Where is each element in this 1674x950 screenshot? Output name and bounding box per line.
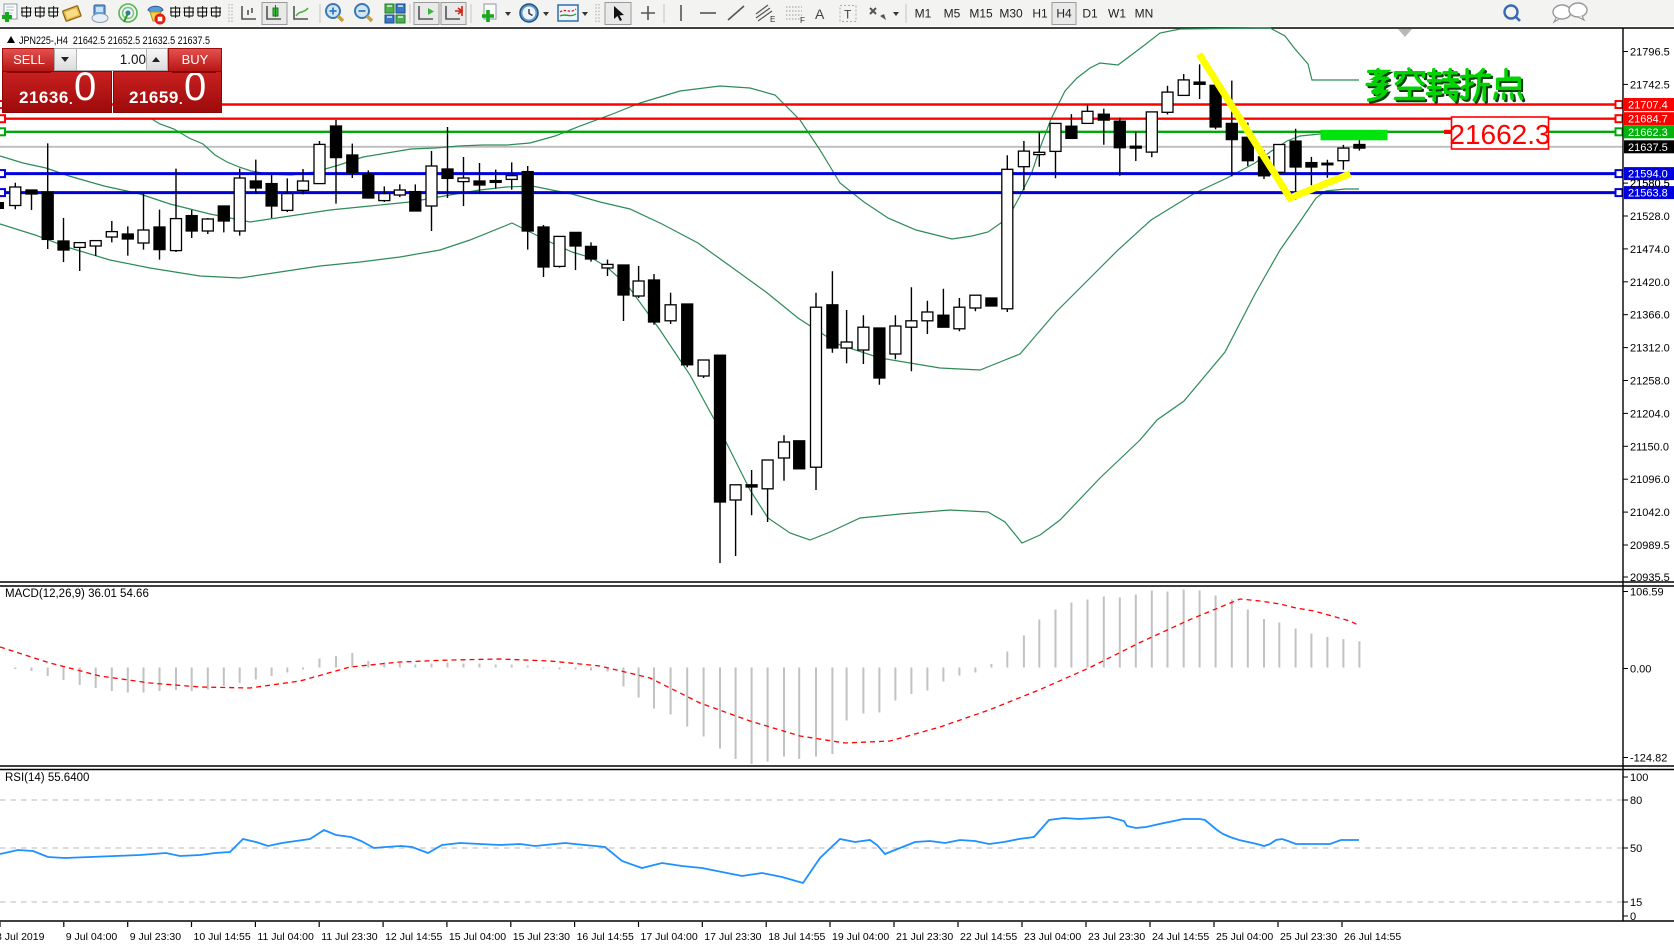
svg-text:MN: MN	[1135, 7, 1154, 21]
svg-text:T: T	[844, 8, 852, 22]
svg-text:M15: M15	[969, 7, 993, 21]
svg-text:25 Jul 04:00: 25 Jul 04:00	[1216, 931, 1273, 943]
svg-text:21563.8: 21563.8	[1628, 188, 1668, 200]
svg-text:50: 50	[1630, 843, 1642, 855]
svg-text:21150.0: 21150.0	[1630, 441, 1669, 453]
svg-text:M5: M5	[944, 7, 961, 21]
svg-text:12 Jul 14:55: 12 Jul 14:55	[385, 931, 442, 943]
svg-text:21474.0: 21474.0	[1630, 244, 1670, 256]
svg-text:19 Jul 04:00: 19 Jul 04:00	[832, 931, 889, 943]
svg-text:106.59: 106.59	[1630, 587, 1664, 599]
svg-text:21096.0: 21096.0	[1630, 474, 1670, 486]
svg-text:26 Jul 14:55: 26 Jul 14:55	[1344, 931, 1401, 943]
svg-text:15 Jul 23:30: 15 Jul 23:30	[513, 931, 570, 943]
svg-text:24 Jul 14:55: 24 Jul 14:55	[1152, 931, 1209, 943]
svg-text:17 Jul 23:30: 17 Jul 23:30	[704, 931, 761, 943]
svg-text:80: 80	[1630, 795, 1642, 807]
svg-text:22 Jul 14:55: 22 Jul 14:55	[960, 931, 1017, 943]
svg-text:H1: H1	[1032, 7, 1048, 21]
svg-text:8 Jul 2019: 8 Jul 2019	[0, 931, 45, 943]
svg-text:21528.0: 21528.0	[1630, 211, 1670, 223]
svg-text:21662.3: 21662.3	[1449, 119, 1550, 150]
svg-text:-124.82: -124.82	[1630, 753, 1667, 765]
svg-text:23 Jul 04:00: 23 Jul 04:00	[1024, 931, 1081, 943]
svg-text:23 Jul 23:30: 23 Jul 23:30	[1088, 931, 1145, 943]
svg-text:17 Jul 04:00: 17 Jul 04:00	[641, 931, 698, 943]
svg-text:D1: D1	[1082, 7, 1098, 21]
svg-text:21580.5: 21580.5	[1630, 178, 1670, 190]
svg-text:M1: M1	[915, 7, 932, 21]
svg-text:H4: H4	[1056, 7, 1072, 21]
svg-text:11 Jul 04:00: 11 Jul 04:00	[257, 931, 314, 943]
svg-text:25 Jul 23:30: 25 Jul 23:30	[1280, 931, 1337, 943]
svg-text:15 Jul 04:00: 15 Jul 04:00	[449, 931, 506, 943]
svg-text:M30: M30	[999, 7, 1023, 21]
svg-text:MACD(12,26,9) 36.01 54.66: MACD(12,26,9) 36.01 54.66	[5, 588, 149, 600]
svg-text:9 Jul 23:30: 9 Jul 23:30	[130, 931, 182, 943]
svg-text:W1: W1	[1108, 7, 1126, 21]
svg-text:21742.5: 21742.5	[1630, 79, 1670, 91]
svg-text:21684.7: 21684.7	[1628, 114, 1668, 126]
svg-text:21420.0: 21420.0	[1630, 277, 1670, 289]
svg-text:RSI(14) 55.6400: RSI(14) 55.6400	[5, 772, 89, 784]
svg-text:11 Jul 23:30: 11 Jul 23:30	[321, 931, 378, 943]
svg-text:21042.0: 21042.0	[1630, 507, 1670, 519]
svg-text:A: A	[815, 6, 825, 22]
svg-text:21662.3: 21662.3	[1628, 127, 1668, 139]
svg-text:21796.5: 21796.5	[1630, 47, 1670, 59]
svg-text:F: F	[800, 16, 805, 25]
svg-text:100: 100	[1630, 772, 1648, 784]
svg-text:21707.4: 21707.4	[1628, 100, 1668, 112]
svg-text:18 Jul 14:55: 18 Jul 14:55	[768, 931, 825, 943]
svg-text:10 Jul 14:55: 10 Jul 14:55	[194, 931, 251, 943]
svg-text:21312.0: 21312.0	[1630, 343, 1670, 355]
svg-text:15: 15	[1630, 897, 1642, 909]
svg-text:21366.0: 21366.0	[1630, 310, 1670, 322]
svg-text:20935.5: 20935.5	[1630, 572, 1670, 584]
svg-text:16 Jul 14:55: 16 Jul 14:55	[577, 931, 634, 943]
svg-text:0: 0	[1630, 911, 1636, 923]
svg-text:21 Jul 23:30: 21 Jul 23:30	[896, 931, 953, 943]
svg-text:21258.0: 21258.0	[1630, 376, 1670, 388]
svg-text:9 Jul 04:00: 9 Jul 04:00	[66, 931, 118, 943]
svg-text:JPN225-,H4 21642.5 21652.5 21: JPN225-,H4 21642.5 21652.5 21632.5 21637…	[19, 35, 210, 47]
svg-text:0.00: 0.00	[1630, 664, 1651, 676]
svg-text:21204.0: 21204.0	[1630, 408, 1670, 420]
svg-text:E: E	[770, 15, 775, 24]
svg-text:21637.5: 21637.5	[1628, 142, 1668, 154]
svg-text:21594.0: 21594.0	[1628, 169, 1668, 181]
svg-text:20989.5: 20989.5	[1630, 540, 1670, 552]
